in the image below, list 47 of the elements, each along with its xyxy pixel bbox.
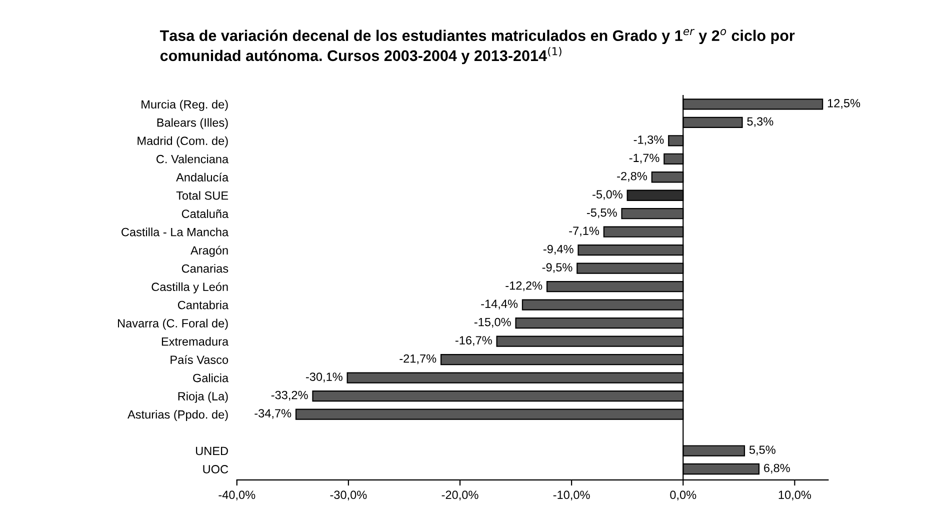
y-tick-label: C. Valenciana bbox=[156, 154, 229, 164]
y-tick-label: Madrid (Com. de) bbox=[138, 136, 228, 148]
y-tick-label: Cataluña bbox=[182, 209, 229, 218]
y-tick-label: Aragón bbox=[190, 246, 228, 257]
data-label: -14,4% bbox=[481, 300, 518, 310]
y-tick-label: Canarias bbox=[182, 264, 228, 273]
y-tick-label: UOC bbox=[203, 465, 228, 474]
y-tick-label: Navarra (C. Foral de) bbox=[118, 318, 228, 330]
data-label: -15,0% bbox=[474, 318, 511, 328]
y-tick-label: Total SUE bbox=[176, 191, 228, 200]
y-tick-label: Galicia bbox=[193, 374, 229, 382]
y-tick-label: País Vasco bbox=[170, 355, 228, 364]
data-label: -2,8% bbox=[617, 172, 647, 182]
data-label: -30,1% bbox=[306, 372, 342, 382]
data-label: 5,5% bbox=[749, 446, 776, 456]
data-label: 5,3% bbox=[747, 117, 774, 127]
data-label: -5,5% bbox=[586, 208, 617, 218]
y-tick-label: Andalucía bbox=[176, 172, 229, 182]
y-tick-label: Extremadura bbox=[162, 337, 229, 346]
x-tick-label: -40,0% bbox=[218, 490, 256, 500]
data-label: -34,7% bbox=[254, 409, 292, 419]
data-label: -33,2% bbox=[271, 390, 308, 401]
y-tick-label: Rioja (La) bbox=[178, 392, 228, 403]
data-label: -9,4% bbox=[543, 244, 574, 255]
y-tick-label: Asturias (Ppdo. de) bbox=[128, 410, 228, 422]
data-label: -9,5% bbox=[542, 263, 572, 273]
data-label: -5,0% bbox=[592, 190, 622, 200]
y-tick-label: Balears (Illes) bbox=[157, 118, 228, 130]
y-tick-label: UNED bbox=[196, 446, 228, 456]
data-label: -21,7% bbox=[400, 354, 436, 364]
data-label: 12,5% bbox=[828, 98, 860, 109]
data-label: -7,1% bbox=[569, 226, 600, 236]
x-tick-label: -10,0% bbox=[553, 490, 590, 500]
x-tick-label: 10,0% bbox=[778, 490, 811, 500]
data-label: -1,7% bbox=[629, 154, 660, 164]
x-tick-label: -30,0% bbox=[330, 490, 367, 500]
data-label: 6,8% bbox=[764, 464, 790, 474]
x-tick-label: -20,0% bbox=[442, 490, 478, 500]
y-tick-label: Murcia (Reg. de) bbox=[142, 100, 228, 111]
data-label: -16,7% bbox=[455, 336, 492, 346]
y-tick-label: Cantabria bbox=[178, 300, 229, 310]
chart-title: Tasa de variación decenal de los estudiantes matriculados en Grado y 1$^{er}$ y 2$^{o}$ ciclo por comunidad autónoma. Cursos 2003-2004 y 2013-2014$^{(1)}$ bbox=[160, 29, 795, 64]
y-tick-label: Castilla - La Mancha bbox=[122, 228, 229, 236]
data-label: -1,3% bbox=[634, 135, 664, 146]
data-label: -12,2% bbox=[506, 281, 542, 292]
y-tick-label: Castilla y León bbox=[152, 282, 228, 294]
x-tick-label: 0,0% bbox=[670, 490, 696, 500]
